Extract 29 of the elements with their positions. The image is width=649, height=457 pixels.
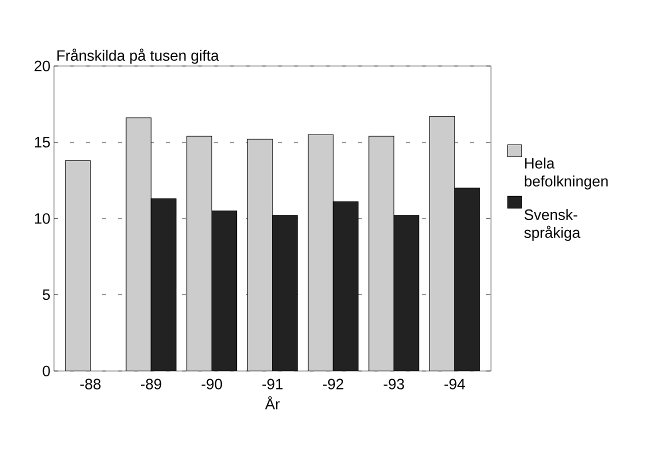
bar (333, 202, 358, 371)
bar (65, 160, 90, 371)
legend-label: Svensk-språkiga (524, 209, 580, 241)
x-tick-label: -90 (202, 378, 222, 390)
y-tick-label: 5 (42, 290, 50, 300)
x-tick-label: -91 (262, 378, 283, 390)
legend-label: Hela befolkningen (524, 158, 608, 190)
x-tick-label: -94 (444, 378, 465, 390)
x-tick-label: -92 (323, 378, 344, 390)
y-axis-title: Frånskilda på tusen gifta (57, 48, 219, 64)
y-tick-label: 20 (34, 60, 50, 72)
bar (308, 134, 334, 371)
y-tick-label: 15 (35, 137, 50, 148)
bar (248, 139, 272, 371)
bar (126, 118, 152, 371)
x-tick-label: -88 (80, 378, 101, 390)
x-tick-label: -93 (384, 378, 404, 390)
bar (368, 136, 394, 371)
y-tick-label: 10 (35, 213, 50, 224)
y-tick-label: 0 (42, 366, 50, 376)
bar (454, 188, 480, 371)
bar (394, 215, 419, 371)
x-tick-label: -89 (140, 378, 162, 390)
bar (212, 210, 237, 371)
bar (186, 136, 212, 371)
bar (272, 215, 298, 371)
bar (429, 116, 455, 371)
x-axis-title: År (265, 396, 280, 410)
bar (151, 198, 176, 371)
